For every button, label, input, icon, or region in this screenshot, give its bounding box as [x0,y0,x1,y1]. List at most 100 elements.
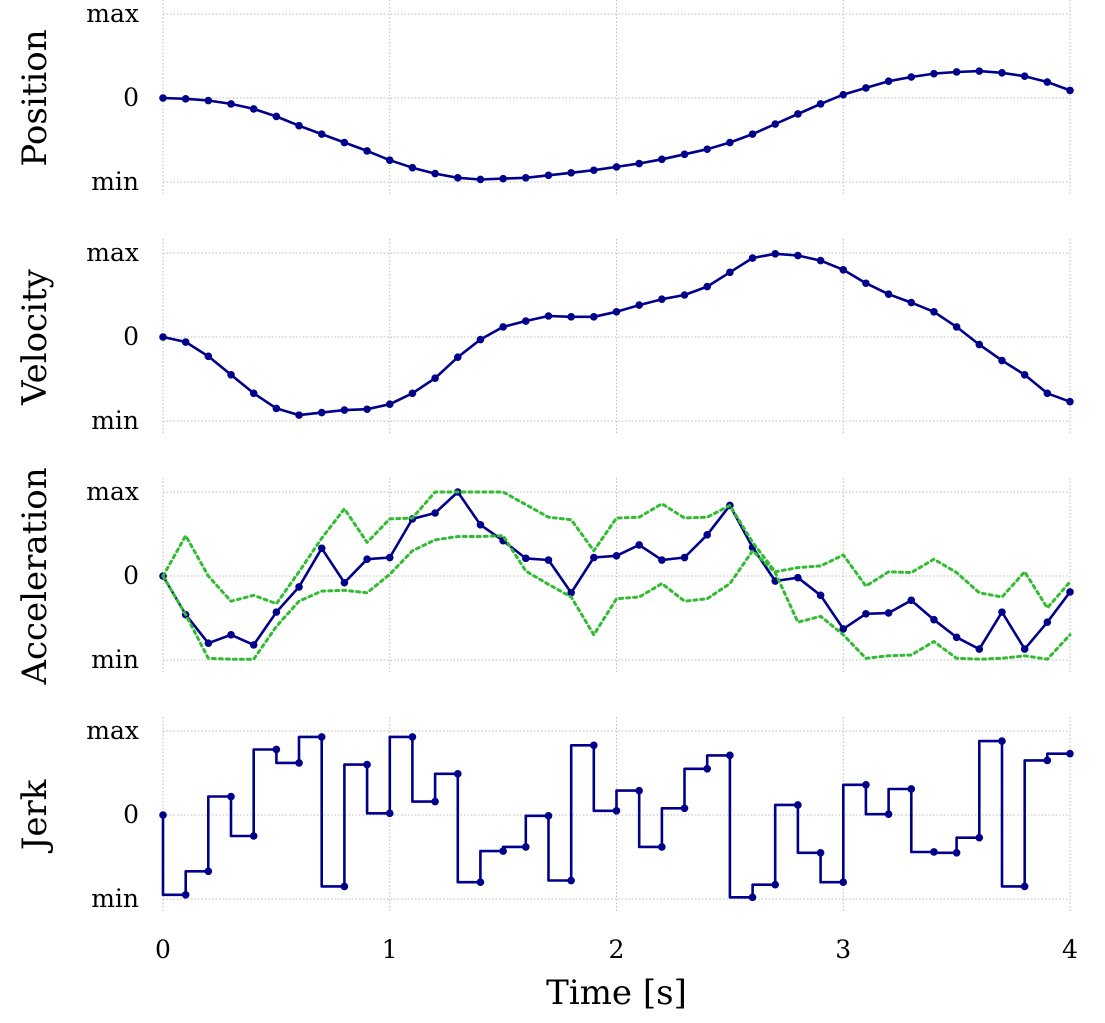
data-point [998,608,1006,616]
data-point [204,96,213,105]
data-point [635,786,643,795]
data-point [680,291,689,299]
data-point [408,389,417,398]
data-point [431,797,439,806]
data-point [204,867,213,876]
data-point [794,801,802,809]
data-point [952,323,961,331]
y-tick-label: 0 [123,322,139,351]
y-axis-title: Velocity [15,268,55,405]
data-point [1043,756,1052,765]
data-point [884,609,893,617]
data-point [249,832,258,840]
data-point [227,792,235,801]
data-point [408,163,417,172]
data-point [952,633,961,642]
data-point [884,290,893,298]
series-line-lower-bound [161,534,1072,661]
data-point [363,555,371,563]
y-tick-label: min [91,167,139,196]
y-axis-title: Position [15,29,55,166]
data-point [839,625,848,633]
data-point [612,308,621,316]
data-point [907,596,916,605]
data-point [385,553,394,562]
data-point [816,100,825,108]
data-point [159,333,167,341]
data-point [567,876,575,885]
data-point [703,282,711,291]
data-point [975,67,984,75]
y-axis-title: Acceleration [15,467,55,685]
data-point [272,404,281,413]
data-point [952,68,961,76]
data-point [340,138,349,147]
data-point [227,100,235,108]
data-point [816,591,825,600]
data-point [272,608,281,616]
y-tick-label: 0 [123,800,139,829]
data-point [499,174,507,183]
data-point [839,878,848,886]
data-point [476,520,485,529]
data-point [249,389,258,398]
data-point [159,811,167,819]
data-point [680,553,689,562]
data-point [703,531,711,539]
data-point [385,156,394,164]
x-tick-label: 4 [1062,935,1078,964]
data-point [363,760,371,769]
data-point [862,279,870,288]
data-point [907,785,916,793]
y-tick-label: 0 [123,561,139,590]
data-point [340,882,349,891]
data-point [998,69,1006,77]
data-point [544,312,553,320]
data-point [1066,397,1074,406]
data-point [159,94,167,102]
data-point [680,150,689,159]
data-point [635,541,643,549]
data-point [839,266,848,274]
data-point [748,893,757,902]
data-point [816,849,825,857]
data-point [1043,78,1052,86]
data-point [340,578,349,587]
data-point [363,405,371,414]
data-point [1020,371,1029,379]
y-tick-label: max [86,716,139,745]
data-point [771,250,780,258]
data-point [998,737,1006,745]
data-point [884,810,893,818]
data-point [612,552,621,560]
x-tick-label: 2 [609,935,625,964]
data-point [635,159,643,168]
data-point [658,155,666,164]
data-point [907,298,916,307]
data-point [1020,882,1029,891]
data-point [839,90,848,99]
data-point [317,733,326,741]
data-point [726,138,734,147]
data-point [522,554,530,563]
x-tick-label: 1 [382,935,398,964]
data-point [317,408,326,417]
data-point [317,544,326,553]
data-point [453,174,462,182]
x-axis-title: Time [s] [546,973,687,1013]
data-point [522,843,530,851]
data-point [431,169,439,178]
data-point [975,833,984,842]
data-point [544,171,553,180]
panel-velocity: max 0 min Velocity [15,238,1074,435]
data-point [204,639,213,647]
data-point [816,256,825,265]
data-point [658,295,666,304]
x-tick-label: 0 [155,935,171,964]
data-point [181,95,190,103]
data-point [385,400,394,409]
panel-jerk: max 0 min Jerk [15,716,1074,913]
panel-acceleration: max 0 min Acceleration [15,467,1074,686]
data-point [658,843,666,851]
